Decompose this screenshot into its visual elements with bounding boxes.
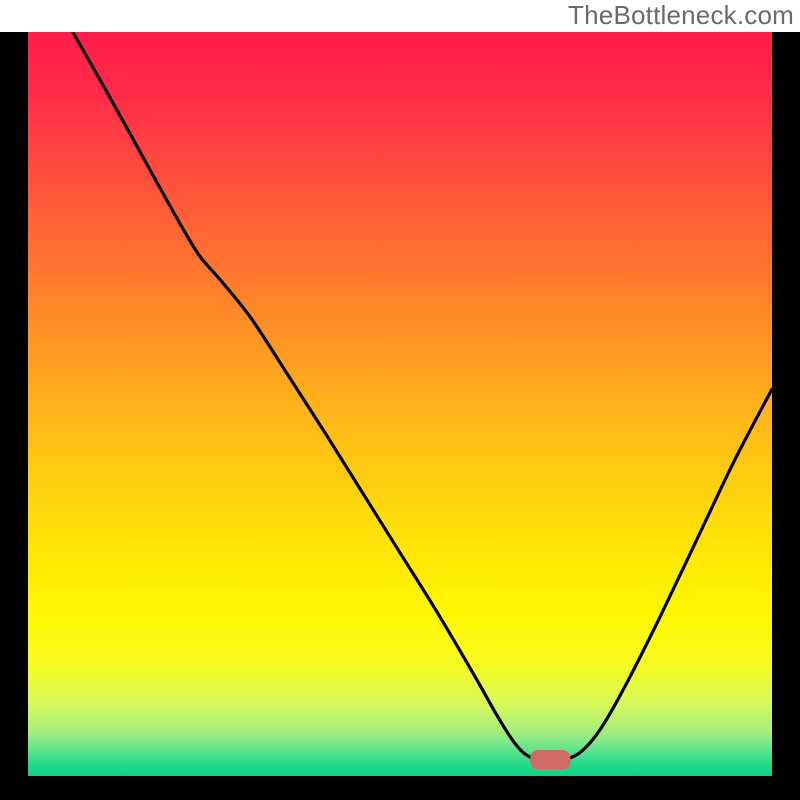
chart-border-bottom: [0, 776, 800, 800]
chart-border-right: [772, 32, 800, 800]
plot-area: [0, 32, 800, 800]
chart-border-left: [0, 32, 28, 800]
optimal-marker: [530, 750, 570, 769]
chart-frame: TheBottleneck.com: [0, 0, 800, 800]
bottleneck-curve-chart: [0, 32, 800, 800]
watermark-text: TheBottleneck.com: [568, 0, 794, 31]
chart-background-gradient: [28, 32, 772, 776]
